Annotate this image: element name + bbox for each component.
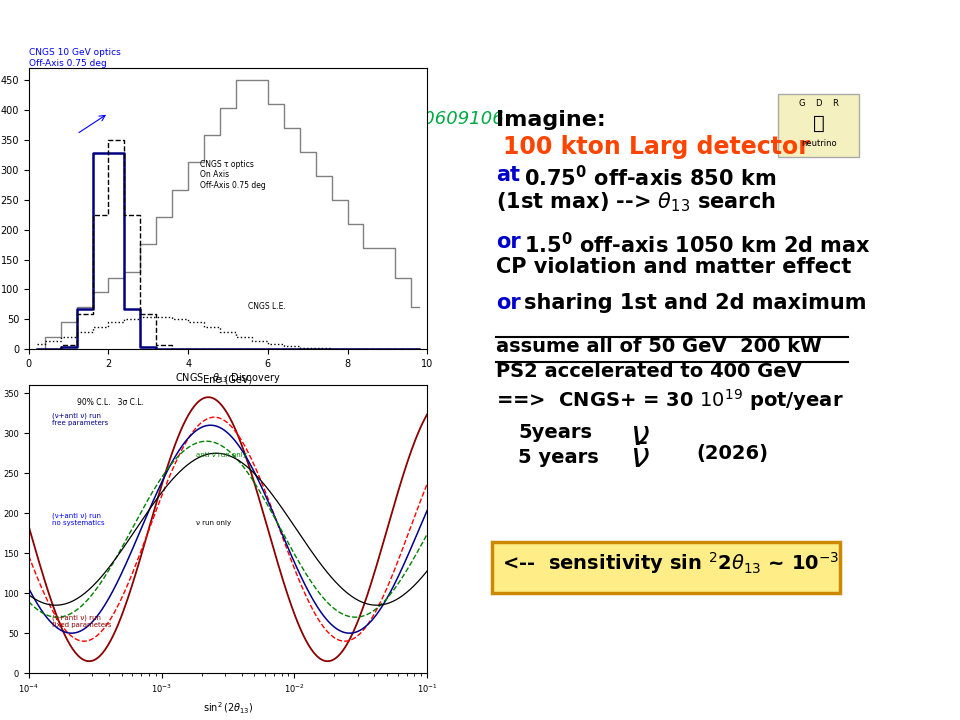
- Text: 5 years: 5 years: [518, 448, 599, 467]
- FancyBboxPatch shape: [779, 94, 859, 157]
- Text: PS2 accelerated to 400 GeV: PS2 accelerated to 400 GeV: [495, 362, 802, 381]
- Text: $\mathbf{1.5^0}$ off-axis 1050 km 2d max: $\mathbf{1.5^0}$ off-axis 1050 km 2d max: [524, 232, 871, 257]
- Text: G    D    R: G D R: [799, 99, 838, 107]
- Text: 100 kton Larg detector: 100 kton Larg detector: [503, 135, 810, 159]
- Text: ν run only: ν run only: [196, 520, 230, 526]
- Text: CNGS τ optics
On Axis
Off-Axis 0.75 deg: CNGS τ optics On Axis Off-Axis 0.75 deg: [200, 160, 266, 190]
- Text: 5years: 5years: [518, 423, 592, 442]
- Text: (2026): (2026): [697, 444, 769, 463]
- Text: assume all of 50 GeV  200 kW: assume all of 50 GeV 200 kW: [495, 337, 822, 356]
- Text: (ν+anti ν) run
no systematics: (ν+anti ν) run no systematics: [52, 513, 105, 526]
- Text: $\bar{\nu}$: $\bar{\nu}$: [630, 442, 650, 475]
- Text: (1st max) --> $\theta_{13}$ search: (1st max) --> $\theta_{13}$ search: [495, 190, 776, 214]
- Text: CP violation and matter effect: CP violation and matter effect: [495, 256, 852, 276]
- Title: CNGS - $\theta_{13}$ Discovery: CNGS - $\theta_{13}$ Discovery: [176, 372, 280, 385]
- Text: sharing 1st and 2d maximum: sharing 1st and 2d maximum: [524, 292, 867, 312]
- Text: anti ν run only: anti ν run only: [196, 452, 247, 458]
- Text: Orsay: Orsay: [372, 616, 408, 629]
- Text: <--  sensitivity sin $^2$2$\theta_{13}$ ~ 10$^{-3}$: <-- sensitivity sin $^2$2$\theta_{13}$ ~…: [502, 550, 839, 576]
- Text: Imagine:: Imagine:: [495, 109, 606, 130]
- Text: 90% C.L.   3σ C.L.: 90% C.L. 3σ C.L.: [77, 398, 143, 408]
- Text: or: or: [495, 232, 520, 252]
- Text: neutrino: neutrino: [801, 140, 836, 148]
- Text: (ν+anti ν) run
free parameters: (ν+anti ν) run free parameters: [52, 413, 108, 426]
- Text: CNGS 10 GeV optics
Off-Axis 0.75 deg: CNGS 10 GeV optics Off-Axis 0.75 deg: [29, 48, 121, 68]
- Text: hep-ph/0609106: hep-ph/0609106: [354, 109, 504, 127]
- X-axis label: $\sin^2 (2\theta_{13})$: $\sin^2 (2\theta_{13})$: [203, 701, 253, 716]
- Text: 🐦: 🐦: [813, 114, 825, 133]
- Text: $\nu$: $\nu$: [630, 419, 650, 452]
- Text: $\mathbf{0.75^0}$ off-axis 850 km: $\mathbf{0.75^0}$ off-axis 850 km: [524, 165, 776, 190]
- Text: CNGS L.E.: CNGS L.E.: [248, 302, 286, 310]
- Text: or: or: [495, 292, 520, 312]
- FancyBboxPatch shape: [492, 541, 840, 593]
- X-axis label: Ene (GeV): Ene (GeV): [204, 374, 252, 384]
- Text: at: at: [495, 165, 519, 185]
- Text: (ν+anti ν) run
fixed parameters: (ν+anti ν) run fixed parameters: [52, 614, 111, 628]
- Text: ==>  CNGS+ = 30 $10^{19}$ pot/year: ==> CNGS+ = 30 $10^{19}$ pot/year: [495, 387, 843, 413]
